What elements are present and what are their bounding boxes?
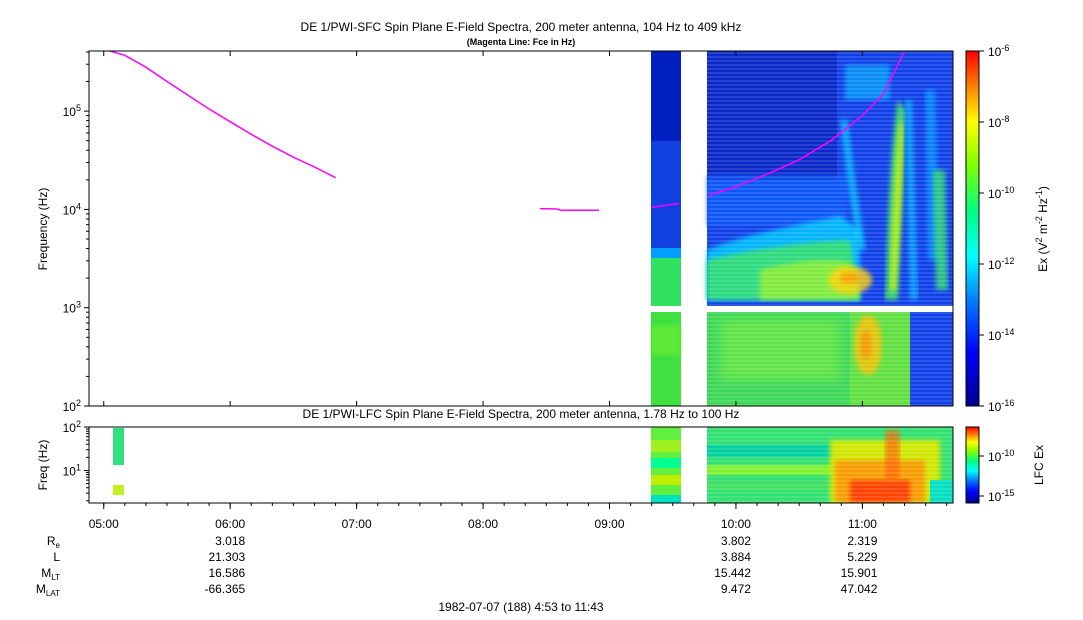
date-range: 1982-07-07 (188) 4:53 to 11:43 [438, 600, 604, 614]
ephemeris-value: -66.365 [204, 582, 245, 596]
top-colorbar [965, 50, 980, 407]
bottom-block-early-2 [113, 485, 124, 495]
x-tick-label: 06:00 [215, 517, 245, 531]
top-spectrogram-block-2 [707, 51, 953, 406]
bottom-y-axis: 101 102 [63, 419, 89, 502]
x-tick-label: 05:00 [89, 517, 119, 531]
bottom-y-axis-label: Freq (Hz) [36, 440, 50, 491]
ephemeris-value: 9.472 [721, 582, 751, 596]
bottom-colorbar-ticks: 10-10 10-15 [979, 448, 1014, 504]
bottom-block-early-1 [113, 428, 124, 465]
colorbar-tick-label: 10-14 [988, 327, 1014, 343]
colorbar-tick-label: 10-12 [988, 256, 1014, 272]
ephemeris-row-label: L [53, 550, 60, 564]
top-y-axis: 102 103 104 105 [63, 51, 89, 414]
ephemeris-value: 2.319 [847, 534, 877, 548]
y-tick-label: 105 [63, 103, 81, 119]
ephemeris-value: 15.901 [841, 566, 878, 580]
chart-subtitle: (Magenta Line: Fce in Hz) [467, 37, 576, 47]
fce-line [109, 51, 906, 212]
top-data-gap-band [651, 306, 953, 312]
top-colorbar-label: Ex (V2 m-2 Hz-1) [1034, 186, 1050, 272]
colorbar-tick-label: 10-16 [988, 398, 1014, 414]
bottom-block-1 [651, 427, 681, 503]
ephemeris-value: 16.586 [208, 566, 245, 580]
bottom-colorbar-label: LFC Ex [1032, 445, 1046, 485]
ephemeris-value: 15.442 [714, 566, 751, 580]
bottom-chart-title: DE 1/PWI-LFC Spin Plane E-Field Spectra,… [303, 407, 740, 421]
ephemeris-row-label: MLAT [36, 582, 60, 598]
bottom-x-axis: 05:00 06:00 07:00 08:00 09:00 10:00 11:00 [89, 503, 948, 531]
colorbar-tick-label: 10-15 [988, 488, 1014, 504]
bottom-colorbar [965, 426, 980, 504]
top-spectrogram-block-1 [651, 51, 681, 406]
x-tick-label: 09:00 [594, 517, 624, 531]
ephemeris-table: Re 3.018 3.802 2.319 L 21.303 3.884 5.229 MLT 16.… [36, 534, 878, 598]
ephemeris-row-label: MLT [41, 566, 60, 582]
ephemeris-value: 47.042 [841, 582, 878, 596]
chart-title: DE 1/PWI-SFC Spin Plane E-Field Spectra,… [301, 20, 742, 34]
colorbar-tick-label: 10-8 [988, 114, 1009, 130]
y-tick-label: 101 [63, 462, 81, 478]
top-y-axis-label: Frequency (Hz) [36, 188, 50, 271]
y-tick-label: 104 [63, 201, 81, 217]
top-plot-frame [88, 50, 954, 407]
ephemeris-row-label: Re [47, 534, 61, 550]
fce-line-segment [539, 207, 599, 212]
fce-line-segment [651, 202, 680, 209]
x-tick-label: 11:00 [848, 517, 877, 531]
fce-line-segment [708, 51, 906, 196]
x-tick-label: 07:00 [342, 517, 372, 531]
x-tick-label: 08:00 [468, 517, 498, 531]
bottom-block-2 [707, 427, 953, 503]
ephemeris-value: 21.303 [208, 550, 245, 564]
x-tick-label: 10:00 [721, 517, 751, 531]
top-x-ticks [103, 51, 863, 406]
y-tick-label: 102 [63, 419, 81, 435]
fce-line-segment [109, 51, 336, 179]
colorbar-tick-label: 10-6 [988, 43, 1009, 59]
y-tick-label: 103 [63, 300, 81, 316]
bottom-plot-frame [88, 426, 954, 504]
y-tick-label: 102 [63, 398, 81, 414]
ephemeris-value: 5.229 [847, 550, 877, 564]
ephemeris-value: 3.802 [721, 534, 751, 548]
top-spectrogram [109, 51, 953, 406]
colorbar-tick-label: 10-10 [988, 448, 1014, 464]
colorbar-tick-label: 10-10 [988, 185, 1014, 201]
ephemeris-value: 3.018 [215, 534, 245, 548]
bottom-spectrogram [113, 427, 953, 503]
top-colorbar-ticks: 10-6 10-8 10-10 10-12 10-14 10-16 [979, 43, 1014, 414]
ephemeris-value: 3.884 [721, 550, 751, 564]
